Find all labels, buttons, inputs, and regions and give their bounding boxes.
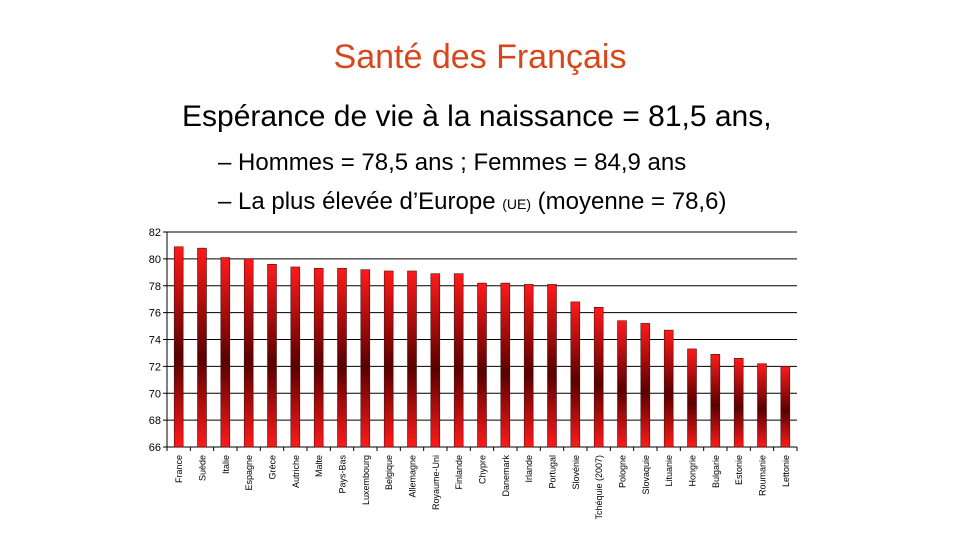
x-tick-label: Chypre xyxy=(478,455,488,484)
x-tick-label: Malte xyxy=(314,455,324,477)
bar xyxy=(570,301,581,448)
sub-bullet-europe-text: – La plus élevée d’Europe xyxy=(218,188,503,215)
y-tick-label: 82 xyxy=(149,227,161,239)
bar xyxy=(430,273,441,448)
bar xyxy=(337,268,347,448)
bar xyxy=(267,264,277,448)
x-tick-label: Tchéquie (2007) xyxy=(594,455,604,520)
bar xyxy=(477,282,487,448)
y-tick-label: 74 xyxy=(149,335,161,347)
slide-title: Santé des Français xyxy=(333,38,627,76)
x-tick-label: Bulgarie xyxy=(711,455,721,488)
x-tick-label: Pologne xyxy=(618,455,628,488)
x-tick-label: Belgique xyxy=(384,455,394,490)
x-tick-label: Danemark xyxy=(501,455,511,497)
bar xyxy=(313,268,324,448)
x-tick-label: Pays-Bas xyxy=(338,455,348,494)
x-tick-label: Slovénie xyxy=(571,455,581,490)
x-tick-label: Italie xyxy=(221,455,231,474)
x-tick-label: Finlande xyxy=(454,455,464,490)
x-tick-label: Grèce xyxy=(268,455,278,480)
main-bullet: Espérance de vie à la naissance = 81,5 a… xyxy=(182,100,772,133)
x-tick-label: France xyxy=(174,455,184,483)
bar xyxy=(360,269,371,448)
y-tick-label: 76 xyxy=(149,308,161,320)
sub-bullet-europe: – La plus élevée d’Europe (UE) (moyenne … xyxy=(218,188,726,216)
x-tick-label: Lituanie xyxy=(664,455,674,487)
bar xyxy=(453,273,464,448)
bar xyxy=(383,270,394,448)
bar xyxy=(407,270,417,448)
bar xyxy=(547,284,557,448)
bar xyxy=(780,366,791,448)
bar xyxy=(593,307,604,448)
x-tick-label: Estonie xyxy=(734,455,744,485)
bar xyxy=(500,282,511,448)
x-axis-labels: France Suède Italie Espagne Grèce Autriche Mal… xyxy=(174,455,791,520)
bar xyxy=(710,354,721,448)
average-text: (moyenne = 78,6) xyxy=(530,188,727,215)
x-tick-label: Royaume-Uni xyxy=(431,455,441,510)
bar xyxy=(640,323,651,448)
ue-label: (UE) xyxy=(502,196,531,212)
y-tick-label: 70 xyxy=(149,388,161,400)
bar xyxy=(757,363,767,448)
x-tick-label: Slovaquie xyxy=(641,455,651,495)
y-tick-label: 80 xyxy=(149,254,161,266)
y-tick-label: 66 xyxy=(149,442,161,454)
bar xyxy=(617,320,627,448)
bar xyxy=(197,247,207,448)
bar xyxy=(687,348,697,448)
bar xyxy=(733,358,744,448)
x-tick-label: Autriche xyxy=(291,455,301,488)
x-tick-label: Roumanie xyxy=(758,455,768,496)
y-axis-ticks: 66 68 70 72 74 76 78 80 82 xyxy=(149,227,161,454)
bar xyxy=(243,258,254,448)
sub-bullet-sexes: – Hommes = 78,5 ans ; Femmes = 84,9 ans xyxy=(218,149,687,176)
bar xyxy=(290,266,301,448)
y-tick-label: 68 xyxy=(149,415,161,427)
bar xyxy=(173,246,184,448)
x-tick-label: Espagne xyxy=(244,455,254,491)
y-tick-label: 72 xyxy=(149,361,161,373)
x-tick-label: Irlande xyxy=(524,455,534,483)
bar xyxy=(663,329,674,448)
y-tick-label: 78 xyxy=(149,281,161,293)
bar xyxy=(220,257,231,448)
bars xyxy=(173,246,791,448)
x-tick-label: Lettonie xyxy=(781,455,791,487)
x-tick-label: Suède xyxy=(198,455,208,481)
x-tick-label: Allemagne xyxy=(408,455,418,498)
x-tick-label: Portugal xyxy=(548,455,558,489)
x-tick-label: Hongrie xyxy=(688,455,698,487)
bar xyxy=(523,284,534,448)
x-tick-label: Luxembourg xyxy=(361,455,371,505)
